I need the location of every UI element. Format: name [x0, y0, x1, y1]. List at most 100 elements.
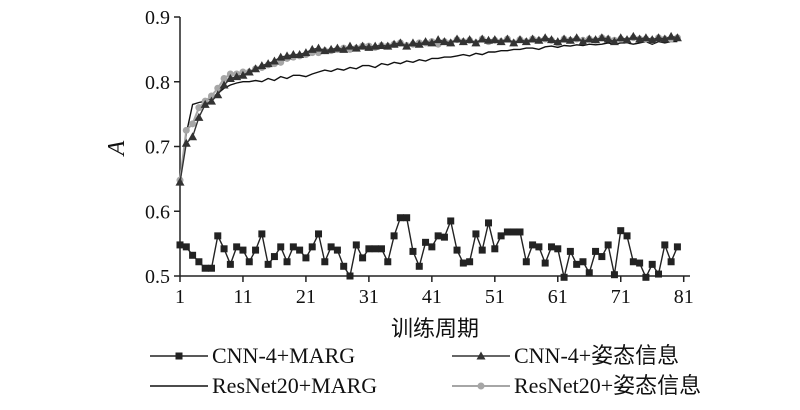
data-point: [327, 243, 335, 251]
data-point: [584, 34, 594, 43]
series-ResNet20+MARG: [179, 40, 678, 183]
data-point: [598, 253, 606, 261]
data-point: [629, 258, 637, 266]
data-point: [252, 246, 260, 254]
x-tick-label: 1: [175, 286, 185, 308]
data-point: [220, 245, 228, 253]
data-point: [491, 245, 499, 253]
data-point: [302, 254, 310, 262]
data-point: [415, 262, 423, 270]
data-point: [308, 243, 316, 251]
data-point: [428, 243, 436, 251]
data-point: [510, 228, 518, 236]
data-point: [534, 35, 544, 44]
legend-marker: [476, 351, 486, 360]
data-point: [496, 37, 506, 46]
data-point: [345, 41, 355, 50]
x-tick-label: 11: [233, 286, 252, 308]
data-point: [440, 233, 448, 241]
data-point: [301, 48, 311, 57]
data-point: [396, 214, 404, 222]
data-point: [672, 33, 682, 42]
series-CNN-4+姿态信息: [175, 31, 682, 186]
data-point: [636, 259, 644, 267]
data-point: [283, 258, 291, 266]
data-point: [288, 50, 298, 59]
data-point: [516, 228, 524, 236]
plot-area: [175, 31, 682, 281]
data-point: [346, 272, 354, 280]
data-point: [384, 258, 392, 266]
data-point: [515, 35, 525, 44]
data-point: [182, 243, 190, 251]
data-point: [529, 241, 537, 249]
data-point: [622, 35, 632, 44]
data-point: [402, 41, 412, 50]
data-point: [370, 41, 380, 50]
data-point: [528, 34, 538, 43]
legend-label: CNN-4+姿态信息: [514, 343, 679, 368]
data-point: [239, 246, 247, 254]
legend: CNN-4+MARG CNN-4+姿态信息 ResNet20+MARG ResNet2…: [150, 343, 701, 398]
series-ResNet20+姿态信息: [176, 34, 681, 184]
data-point: [219, 80, 229, 89]
data-point: [181, 138, 191, 147]
axes: 0.50.60.70.80.91 11 21 31 41 51 61 71 81: [145, 7, 694, 308]
data-point: [226, 260, 234, 268]
data-point: [465, 35, 475, 44]
x-tick-label: 31: [359, 286, 379, 308]
x-tick-label: 81: [674, 286, 694, 308]
data-point: [628, 31, 638, 40]
data-point: [277, 243, 285, 251]
data-point: [175, 177, 185, 186]
data-point: [655, 270, 663, 278]
data-point: [453, 246, 461, 254]
data-point: [395, 38, 405, 47]
data-point: [315, 230, 323, 238]
data-point: [376, 40, 386, 49]
data-point: [214, 232, 222, 240]
data-point: [339, 44, 349, 53]
data-point: [422, 238, 430, 246]
data-point: [592, 247, 600, 255]
data-point: [258, 230, 266, 238]
data-point: [371, 245, 379, 253]
series-line: [179, 35, 678, 183]
data-point: [485, 219, 493, 227]
data-point: [194, 112, 204, 121]
data-point: [541, 259, 549, 267]
series-CNN-4+MARG: [176, 214, 681, 281]
data-point: [195, 104, 203, 112]
data-point: [560, 273, 568, 281]
data-point: [245, 258, 253, 266]
data-point: [270, 253, 278, 261]
data-point: [213, 90, 223, 99]
data-point: [390, 232, 398, 240]
data-point: [667, 258, 675, 266]
data-point: [585, 269, 593, 277]
data-point: [471, 38, 481, 47]
data-point: [421, 37, 431, 46]
data-point: [414, 39, 424, 48]
data-point: [478, 246, 486, 254]
data-point: [233, 243, 241, 251]
data-point: [269, 56, 279, 65]
data-point: [433, 35, 443, 44]
data-point: [264, 260, 272, 268]
data-point: [207, 264, 215, 272]
data-point: [200, 99, 210, 108]
data-point: [452, 34, 462, 43]
y-tick-label: 0.6: [145, 201, 170, 223]
legend-label: CNN-4+MARG: [212, 343, 355, 368]
data-point: [477, 34, 487, 43]
data-point: [666, 31, 676, 40]
x-tick-label: 51: [485, 286, 505, 308]
x-tick-label: 21: [296, 286, 316, 308]
data-point: [609, 37, 619, 46]
data-point: [573, 260, 581, 268]
data-point: [565, 35, 575, 44]
legend-item: CNN-4+MARG: [150, 343, 355, 368]
data-point: [459, 259, 467, 267]
data-point: [597, 33, 607, 42]
